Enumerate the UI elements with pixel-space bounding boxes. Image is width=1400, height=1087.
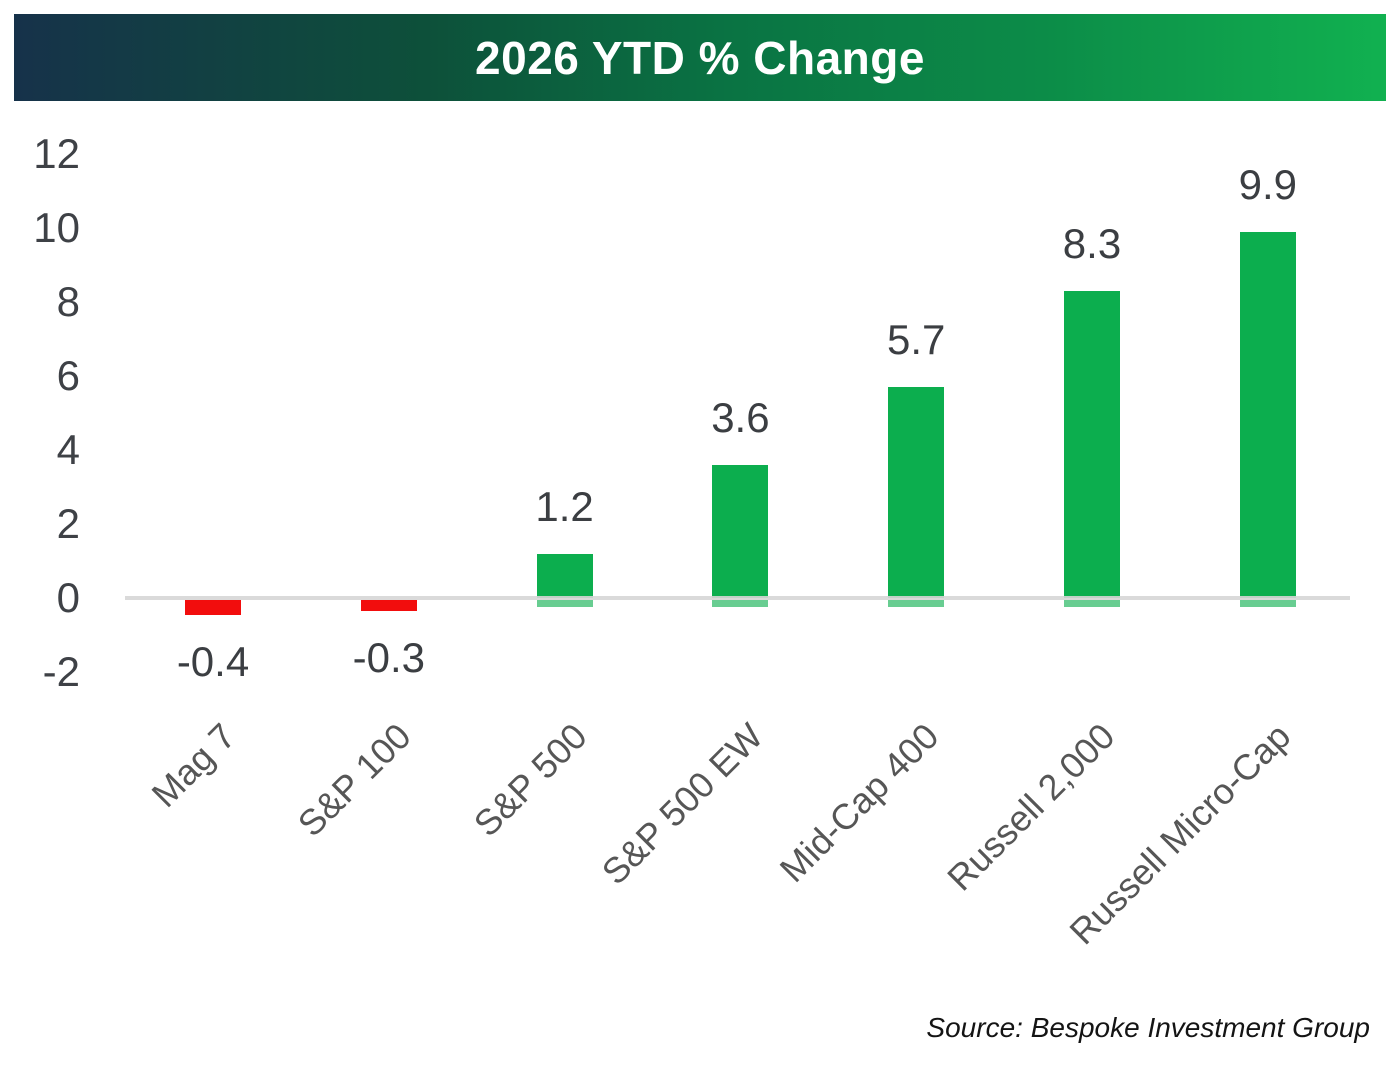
bar [536,553,593,598]
y-tick-label: 12 [33,130,80,177]
bar-value-label: 9.9 [1238,160,1297,208]
y-tick-label: 4 [56,426,80,473]
category-label: S&P 100 [290,715,420,845]
bar [1064,290,1120,598]
bar [1239,231,1296,598]
category-label: Russell 2,000 [939,715,1123,899]
bar-value-label: -0.4 [176,637,250,685]
bar-value-label: 8.3 [1062,219,1122,267]
bar-value-label: 3.6 [711,393,770,441]
zero-axis-line [125,596,1350,600]
category-label: Mid-Cap 400 [771,715,947,891]
chart-title: 2026 YTD % Change [475,31,925,84]
y-tick-label: 0 [56,574,80,621]
category-label: S&P 500 EW [593,715,771,893]
y-tick-label: 2 [56,500,80,547]
source-note: Source: Bespoke Investment Group [926,1012,1370,1043]
bar [185,600,241,615]
bar-value-label: 1.2 [535,482,594,530]
y-tick-label: 6 [56,352,80,399]
bar [712,464,769,598]
chart-title-bar: 2026 YTD % Change [14,14,1386,101]
bar [888,387,945,598]
bar [360,600,417,612]
y-tick-label: -2 [42,648,80,695]
category-label: Mag 7 [143,715,244,816]
y-tick-label: 10 [33,204,80,251]
category-label: S&P 500 [465,715,595,845]
bar-baseline-strip [1239,600,1296,607]
bar-baseline-strip [888,600,945,607]
bar-value-label: 5.7 [886,316,946,364]
bar-value-label: -0.3 [352,634,425,682]
bar-baseline-strip [712,600,769,607]
y-tick-label: 8 [56,278,80,325]
bar-baseline-strip [536,600,593,607]
bar-baseline-strip [1064,600,1120,607]
